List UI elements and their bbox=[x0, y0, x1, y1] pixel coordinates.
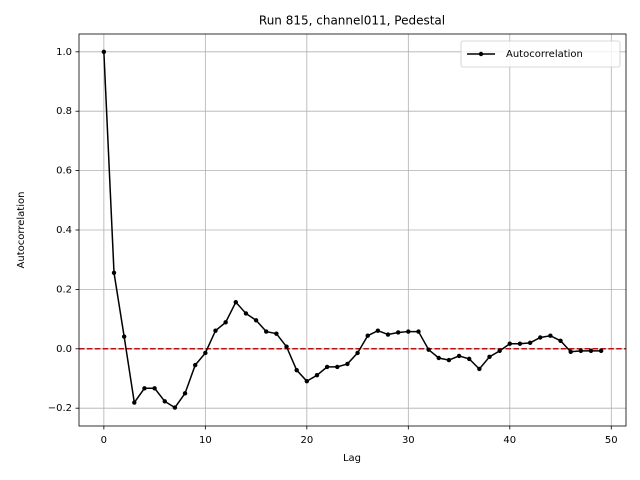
data-point bbox=[264, 329, 269, 334]
data-point bbox=[365, 333, 370, 338]
data-point bbox=[355, 350, 360, 356]
data-point bbox=[182, 391, 188, 396]
data-point bbox=[385, 332, 391, 337]
data-point bbox=[243, 311, 249, 316]
data-point bbox=[416, 329, 421, 334]
data-point bbox=[497, 348, 502, 354]
y-tick-label: 0.4 bbox=[56, 225, 72, 236]
data-point bbox=[304, 378, 310, 384]
data-point bbox=[314, 373, 320, 378]
data-point bbox=[477, 366, 482, 372]
data-point bbox=[406, 329, 411, 334]
data-point bbox=[578, 348, 584, 354]
data-point bbox=[345, 361, 350, 367]
data-point bbox=[152, 386, 157, 391]
x-tick-label: 20 bbox=[300, 435, 313, 446]
data-point bbox=[233, 299, 238, 305]
y-tick-label: 0.8 bbox=[56, 106, 72, 117]
x-tick-label: 10 bbox=[199, 435, 212, 446]
data-point bbox=[253, 318, 259, 323]
data-point bbox=[568, 349, 573, 354]
x-tick-label: 40 bbox=[503, 435, 516, 446]
y-tick-label: 1.0 bbox=[56, 47, 72, 58]
data-point bbox=[121, 334, 127, 339]
data-point bbox=[335, 364, 340, 370]
data-point bbox=[598, 348, 604, 354]
data-point bbox=[142, 386, 147, 391]
data-point bbox=[223, 320, 228, 325]
legend-box bbox=[460, 40, 621, 68]
x-axis-label: Lag bbox=[343, 453, 361, 464]
data-point bbox=[538, 335, 543, 340]
data-point bbox=[558, 338, 563, 343]
data-point bbox=[324, 364, 330, 370]
y-tick-label: 0.0 bbox=[56, 344, 72, 355]
y-tick-label: −0.2 bbox=[48, 403, 72, 414]
axes-frame bbox=[78, 33, 627, 427]
data-point bbox=[284, 344, 289, 349]
data-point bbox=[426, 347, 431, 352]
data-point bbox=[548, 333, 553, 338]
data-point bbox=[132, 400, 137, 405]
data-point bbox=[294, 367, 299, 373]
x-tick-label: 30 bbox=[402, 435, 415, 446]
data-point bbox=[487, 354, 492, 360]
data-point bbox=[162, 399, 167, 404]
data-point bbox=[446, 357, 452, 363]
chart-title: Run 815, channel011, Pedestal bbox=[259, 14, 445, 28]
data-point bbox=[588, 348, 594, 354]
data-point bbox=[101, 49, 107, 55]
data-point bbox=[274, 331, 279, 336]
y-tick-label: 0.2 bbox=[56, 284, 72, 295]
x-tick-label: 0 bbox=[101, 435, 107, 446]
y-axis-label: Autocorrelation bbox=[16, 192, 27, 269]
data-point bbox=[203, 350, 208, 356]
data-point bbox=[467, 356, 472, 362]
data-point bbox=[172, 405, 178, 410]
x-tick-label: 50 bbox=[605, 435, 618, 446]
y-tick-label: 0.6 bbox=[56, 166, 72, 177]
data-point bbox=[517, 341, 523, 346]
data-point bbox=[507, 341, 513, 346]
data-point bbox=[456, 353, 462, 359]
data-point bbox=[213, 328, 218, 333]
legend-label: Autocorrelation bbox=[506, 49, 583, 60]
data-point bbox=[111, 270, 117, 275]
data-point bbox=[527, 340, 533, 346]
data-point bbox=[395, 330, 401, 335]
data-point bbox=[375, 328, 381, 333]
legend-marker bbox=[478, 51, 484, 57]
data-point bbox=[436, 355, 441, 361]
data-point bbox=[192, 362, 198, 368]
